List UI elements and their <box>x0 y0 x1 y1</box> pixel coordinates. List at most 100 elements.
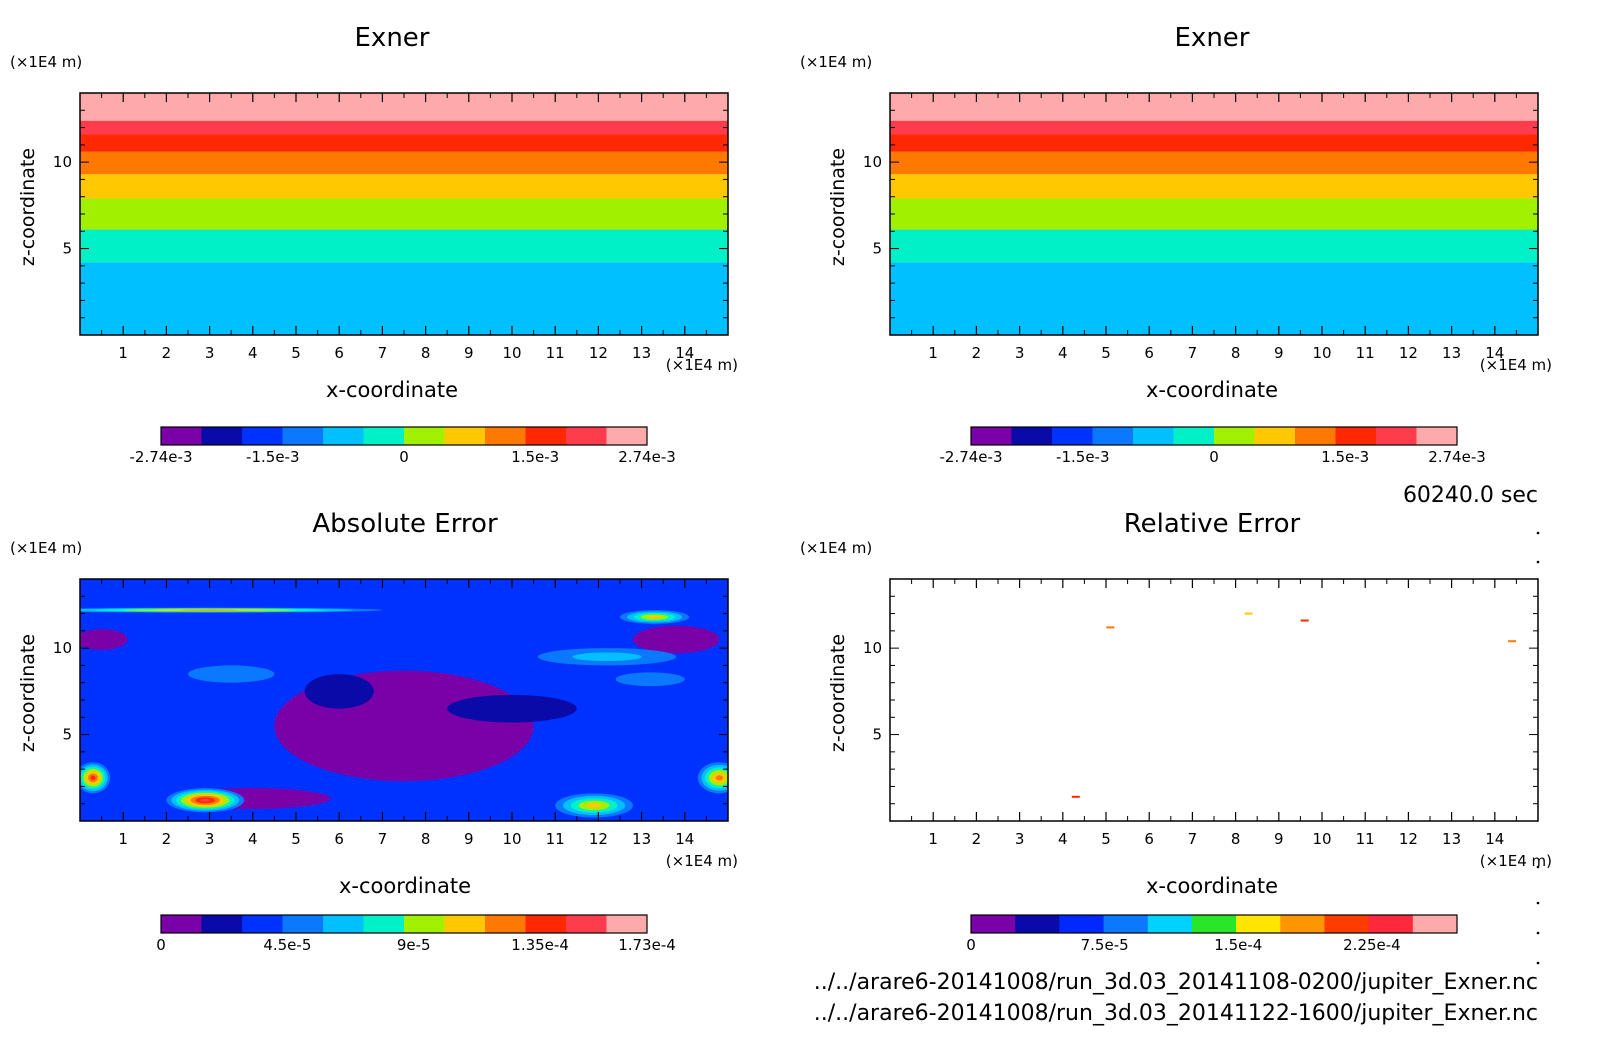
contour-blob <box>304 674 374 709</box>
contour-band <box>80 120 728 135</box>
contour-blob <box>632 625 720 654</box>
colorbar-swatch <box>1416 427 1458 445</box>
contour-blob <box>80 629 128 650</box>
y-unit-label: (×1E4 m) <box>800 539 872 557</box>
contour-blob <box>615 672 685 687</box>
x-tick-label: 3 <box>205 830 215 848</box>
contour-speck <box>1508 640 1517 643</box>
x-tick-label: 1 <box>928 830 938 848</box>
colorbar-swatch <box>1295 427 1336 445</box>
contour-band <box>890 134 1538 152</box>
x-axis-label: x-coordinate <box>1146 874 1278 898</box>
colorbar-tick-label: 1.5e-4 <box>1214 936 1262 954</box>
contour-blob <box>715 775 723 781</box>
x-tick-label: 14 <box>675 344 694 362</box>
time-label: 60240.0 sec <box>1403 483 1538 508</box>
colorbar-tick-label: -1.5e-3 <box>1056 448 1109 466</box>
contour-blob <box>188 665 275 683</box>
colorbar-swatch <box>1052 427 1093 445</box>
contour-band <box>80 262 728 335</box>
plot-frame <box>889 578 1539 822</box>
colorbar-swatch <box>606 915 648 933</box>
contour-blob <box>200 798 211 802</box>
x-tick-label: 6 <box>334 344 344 362</box>
y-tick-label: 5 <box>872 726 882 744</box>
colorbar-swatch <box>363 915 405 933</box>
colorbar-swatch <box>444 915 486 933</box>
y-tick-label: 5 <box>62 726 72 744</box>
x-tick-label: 1 <box>118 830 128 848</box>
colorbar-swatch <box>525 915 567 933</box>
panel-title: Relative Error <box>1124 509 1301 539</box>
x-tick-label: 8 <box>1231 830 1241 848</box>
margin-dot <box>1536 560 1540 564</box>
margin-dot <box>1536 865 1540 869</box>
x-unit-label: (×1E4 m) <box>1480 852 1552 870</box>
panel-absolute-error: Absolute Error (×1E4 m) z-coordinate x-c… <box>10 509 738 954</box>
x-tick-label: 12 <box>1399 344 1418 362</box>
colorbar-frame <box>160 914 648 934</box>
margin-dots <box>1536 531 1540 965</box>
colorbar-swatch <box>971 915 1016 933</box>
x-tick-label: 7 <box>378 344 388 362</box>
x-tick-label: 10 <box>502 344 521 362</box>
colorbar-swatch <box>485 427 526 445</box>
x-axis-label: x-coordinate <box>339 874 471 898</box>
colorbar-swatch <box>1147 915 1193 933</box>
colorbar-swatch <box>566 915 607 933</box>
colorbar-swatch <box>1368 915 1414 933</box>
contour-speck <box>1244 612 1253 615</box>
x-tick-label: 11 <box>546 344 565 362</box>
contour-band <box>890 151 1538 175</box>
y-axis-label: z-coordinate <box>827 634 849 752</box>
colorbar-swatch <box>161 427 202 445</box>
colorbar-tick-label: -2.74e-3 <box>130 448 193 466</box>
contour-band <box>890 262 1538 335</box>
x-tick-label: 1 <box>118 344 128 362</box>
colorbar-swatch <box>282 915 324 933</box>
colorbar: 0 4.5e-5 9e-5 1.35e-4 1.73e-4 <box>156 914 676 954</box>
colorbar-swatch <box>1015 915 1060 933</box>
colorbar-swatch <box>242 427 283 445</box>
colorbar-tick-label: 1.73e-4 <box>618 936 676 954</box>
colorbar-swatch <box>1236 915 1281 933</box>
colorbar-swatch <box>1011 427 1053 445</box>
contour-speck <box>1071 795 1080 798</box>
colorbar-tick-label: 4.5e-5 <box>263 936 311 954</box>
colorbar: -2.74e-3 -1.5e-3 0 1.5e-3 2.74e-3 <box>940 426 1486 466</box>
margin-dot <box>1536 901 1540 905</box>
contour-band <box>890 198 1538 230</box>
colorbar-tick-label: -1.5e-3 <box>246 448 299 466</box>
colorbar-swatch <box>1324 915 1370 933</box>
x-tick-label: 7 <box>378 830 388 848</box>
y-tick-label: 10 <box>53 639 72 657</box>
colorbar-swatch <box>1412 915 1458 933</box>
contour-blob <box>572 652 642 662</box>
y-axis-label: z-coordinate <box>827 148 849 266</box>
plot-content <box>890 93 1538 335</box>
x-tick-label: 9 <box>1274 830 1284 848</box>
colorbar-swatch <box>1173 427 1215 445</box>
y-unit-label: (×1E4 m) <box>10 53 82 71</box>
x-tick-label: 8 <box>421 830 431 848</box>
y-tick-label: 5 <box>62 240 72 258</box>
x-tick-label: 14 <box>1485 344 1504 362</box>
x-axis-label: x-coordinate <box>326 378 458 402</box>
x-tick-label: 4 <box>1058 830 1068 848</box>
x-tick-label: 5 <box>1101 830 1111 848</box>
colorbar-swatch <box>1254 427 1296 445</box>
x-tick-label: 12 <box>589 830 608 848</box>
x-tick-label: 6 <box>1144 830 1154 848</box>
x-tick-label: 2 <box>972 830 982 848</box>
x-tick-label: 4 <box>1058 344 1068 362</box>
x-tick-label: 6 <box>334 830 344 848</box>
x-tick-label: 5 <box>291 830 301 848</box>
contour-band <box>80 174 728 199</box>
colorbar-swatch <box>323 427 364 445</box>
colorbar-swatch <box>404 915 445 933</box>
colorbar-swatch <box>1214 427 1255 445</box>
contour-band <box>890 120 1538 135</box>
